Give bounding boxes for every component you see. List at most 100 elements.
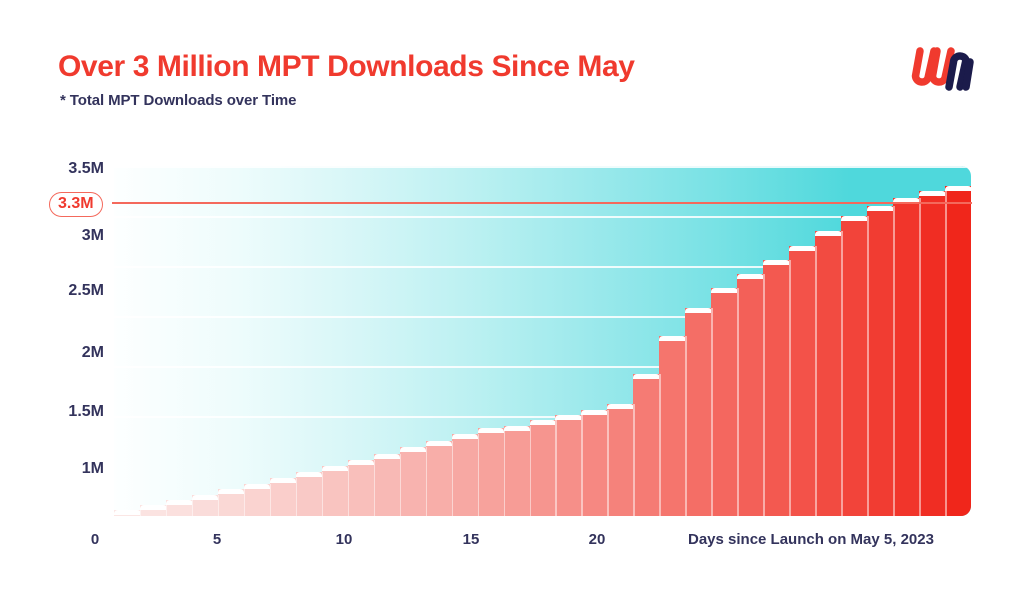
- bar-cap: [581, 410, 609, 415]
- bar-separator: [945, 191, 947, 516]
- bar: [451, 434, 479, 516]
- bar-separator: [815, 246, 817, 516]
- bar-separator: [321, 472, 324, 516]
- bar-cap: [139, 505, 167, 510]
- bar: [659, 336, 686, 516]
- gridline: [114, 266, 971, 268]
- annotation-pill-3-3m: 3.3M: [49, 192, 103, 217]
- bar-separator: [711, 308, 713, 516]
- bar: [919, 191, 946, 516]
- bar: [893, 198, 920, 516]
- bar: [139, 505, 167, 516]
- y-tick-2-5m: 2.5M: [68, 282, 104, 299]
- bar: [477, 428, 505, 516]
- bar-separator: [763, 274, 765, 516]
- gridline: [114, 416, 971, 418]
- bar-separator: [685, 336, 687, 516]
- bar: [399, 447, 427, 516]
- bar-separator: [529, 425, 531, 516]
- bar: [347, 460, 375, 516]
- bar-cap: [295, 472, 323, 477]
- bar-separator: [451, 440, 454, 516]
- bar-cap: [321, 466, 349, 471]
- bar: [685, 308, 712, 516]
- bar: [789, 246, 816, 516]
- bar-cap: [737, 274, 764, 279]
- bar-cap: [607, 404, 634, 409]
- bar-cap: [867, 206, 894, 211]
- bar-separator: [269, 483, 272, 516]
- gridline: [114, 166, 971, 168]
- bar-separator: [659, 374, 661, 516]
- y-tick-1m: 1M: [81, 460, 104, 477]
- bar-cap: [114, 510, 141, 515]
- y-tick-3m: 3M: [81, 227, 104, 244]
- bar-cap: [477, 428, 505, 433]
- bar-cap: [711, 288, 738, 293]
- bar: [633, 374, 660, 516]
- bar: [607, 404, 634, 516]
- bar-separator: [425, 447, 428, 516]
- bar-separator: [607, 410, 609, 516]
- bar: [295, 472, 323, 516]
- bar: [503, 425, 531, 516]
- bar-separator: [399, 453, 402, 516]
- bar-separator: [841, 231, 843, 516]
- bar-cap: [165, 500, 193, 505]
- gridline: [114, 316, 971, 318]
- bar-cap: [633, 374, 660, 379]
- background-band: [114, 166, 237, 516]
- bar-cap: [763, 260, 790, 265]
- bar: [269, 478, 297, 516]
- bar-separator: [893, 206, 895, 516]
- chart-subtitle: * Total MPT Downloads over Time: [60, 92, 297, 109]
- bar-separator: [633, 404, 635, 516]
- bar: [373, 453, 401, 516]
- bar-cap: [503, 425, 531, 431]
- bar-cap: [789, 246, 816, 251]
- bar-separator: [295, 478, 298, 516]
- y-tick-3-5m: 3.5M: [68, 160, 104, 177]
- bar-separator: [139, 510, 142, 516]
- bar-separator: [737, 288, 739, 516]
- bar-separator: [165, 505, 168, 516]
- bar-cap: [347, 460, 375, 465]
- y-tick-1-5m: 1.5M: [68, 403, 104, 420]
- bar: [165, 500, 193, 516]
- bar: [114, 510, 141, 516]
- bar-cap: [451, 434, 479, 439]
- x-tick-10: 10: [335, 531, 353, 548]
- bar: [243, 483, 271, 516]
- bar: [841, 216, 868, 516]
- bar: [529, 419, 557, 516]
- x-tick-5: 5: [212, 531, 222, 548]
- bar: [711, 288, 738, 516]
- bar-separator: [217, 494, 220, 516]
- bar-separator: [555, 419, 557, 516]
- x-axis-caption: Days since Launch on May 5, 2023: [688, 531, 934, 548]
- bar-cap: [373, 453, 401, 459]
- bar: [217, 489, 245, 516]
- annotation-reference-line: [112, 202, 972, 204]
- bar-separator: [789, 260, 791, 516]
- bar: [555, 415, 583, 516]
- bar-cap: [399, 447, 427, 452]
- bar: [425, 440, 453, 516]
- bar-cap: [685, 308, 712, 313]
- bar-separator: [581, 415, 583, 516]
- bar-cap: [425, 440, 453, 446]
- bar-cap: [269, 478, 297, 483]
- bar-cap: [191, 494, 219, 500]
- bar: [191, 494, 219, 516]
- bar-separator: [347, 466, 350, 516]
- bar: [763, 260, 790, 516]
- bar-separator: [867, 216, 869, 516]
- bar-separator: [477, 434, 480, 516]
- bar-cap: [841, 216, 868, 221]
- bar-cap: [919, 191, 946, 196]
- y-tick-2m: 2M: [81, 344, 104, 361]
- bar-separator: [243, 489, 246, 516]
- bar-cap: [529, 419, 557, 425]
- gridline: [114, 366, 971, 368]
- bar: [321, 466, 349, 516]
